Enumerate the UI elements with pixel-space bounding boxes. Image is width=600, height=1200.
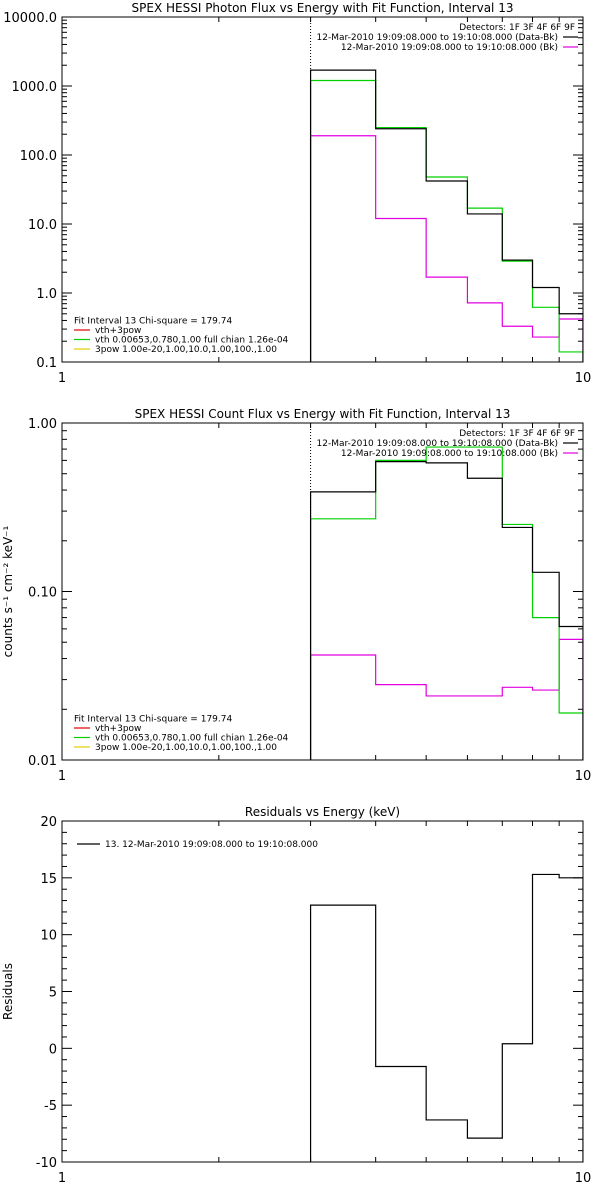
- legend-entry: vth 0.00653,0.780,1.00 full chian 1.26e-…: [95, 734, 289, 744]
- y-tick-label: 1.00: [28, 417, 57, 432]
- y-tick-label: 5: [49, 986, 57, 1001]
- series-data-line: [309, 461, 583, 760]
- y-tick-label: 10.0: [28, 218, 57, 233]
- series-residual-line: [309, 873, 583, 1162]
- series-group: [309, 69, 583, 362]
- y-axis-label: counts s⁻¹ cm⁻² keV⁻¹: [1, 525, 15, 657]
- legend-entry: 3pow 1.00e-20,1.00,10.0,1.00,100.,1.00: [95, 743, 277, 753]
- x-tick-label: 10: [575, 371, 592, 386]
- chart-title: SPEX HESSI Count Flux vs Energy with Fit…: [135, 407, 511, 421]
- y-tick-label: 20: [40, 815, 57, 830]
- y-tick-label: -10: [36, 1156, 57, 1171]
- series-group: [309, 873, 583, 1162]
- legend-entry: vth+3pow: [95, 724, 141, 734]
- y-axis-label: Residuals: [1, 963, 15, 1020]
- y-tick-label: 10: [40, 929, 57, 944]
- y-tick-label: 0.01: [28, 754, 57, 769]
- series-fit-line: [309, 446, 583, 760]
- legend-entry: Fit Interval 13 Chi-square = 179.74: [74, 317, 232, 327]
- series-group: [309, 446, 583, 760]
- chart-panel-2: SPEX HESSI Count Flux vs Energy with Fit…: [1, 407, 591, 784]
- chart-panel-1: SPEX HESSI Photon Flux vs Energy with Fi…: [3, 1, 591, 386]
- plot-frame: [61, 16, 584, 363]
- legend-entry: 3pow 1.00e-20,1.00,10.0,1.00,100.,1.00: [95, 345, 277, 355]
- legend-entry: vth+3pow: [95, 326, 141, 336]
- legend-entry: Detectors: 1F 3F 4F 6F 9F: [459, 429, 575, 439]
- plot-frame: [61, 820, 584, 1163]
- y-tick-label: 1000.0: [12, 80, 58, 95]
- chart-title: Residuals vs Energy (keV): [245, 805, 400, 819]
- y-tick-label: 0: [49, 1042, 57, 1057]
- y-tick-label: 1.0: [36, 287, 57, 302]
- legend-entry: 13. 12-Mar-2010 19:09:08.000 to 19:10:08…: [105, 840, 318, 850]
- y-tick-label: 10000.0: [3, 11, 57, 26]
- x-tick-label: 1: [58, 769, 66, 784]
- legend-entry: 12-Mar-2010 19:09:08.000 to 19:10:08.000…: [341, 43, 558, 53]
- x-tick-label: 10: [575, 769, 592, 784]
- series-bk-line: [309, 638, 583, 760]
- legend-entry: Fit Interval 13 Chi-square = 179.74: [74, 715, 232, 725]
- legend-entry: Detectors: 1F 3F 4F 6F 9F: [459, 23, 575, 33]
- chart-title: SPEX HESSI Photon Flux vs Energy with Fi…: [132, 1, 514, 15]
- chart-panel-3: Residuals vs Energy (keV) Residuals 1 10 -10…: [1, 805, 591, 1186]
- legend-entry: 12-Mar-2010 19:09:08.000 to 19:10:08.000…: [341, 449, 558, 459]
- y-tick-label: -5: [44, 1099, 57, 1114]
- series-data-line: [309, 69, 583, 362]
- series-bk-line: [309, 135, 583, 362]
- legend-entry: vth 0.00653,0.780,1.00 full chian 1.26e-…: [95, 336, 289, 346]
- x-tick-label: 1: [58, 1171, 66, 1186]
- y-tick-label: 15: [40, 872, 57, 887]
- y-tick-label: 100.0: [20, 149, 57, 164]
- plot-frame: [61, 422, 584, 761]
- legend-entry: 12-Mar-2010 19:09:08.000 to 19:10:08.000…: [317, 33, 558, 43]
- x-tick-label: 10: [575, 1171, 592, 1186]
- y-tick-label: 0.10: [28, 586, 57, 601]
- y-tick-label: 0.1: [36, 356, 57, 371]
- x-tick-label: 1: [58, 371, 66, 386]
- legend-entry: 12-Mar-2010 19:09:08.000 to 19:10:08.000…: [317, 439, 558, 449]
